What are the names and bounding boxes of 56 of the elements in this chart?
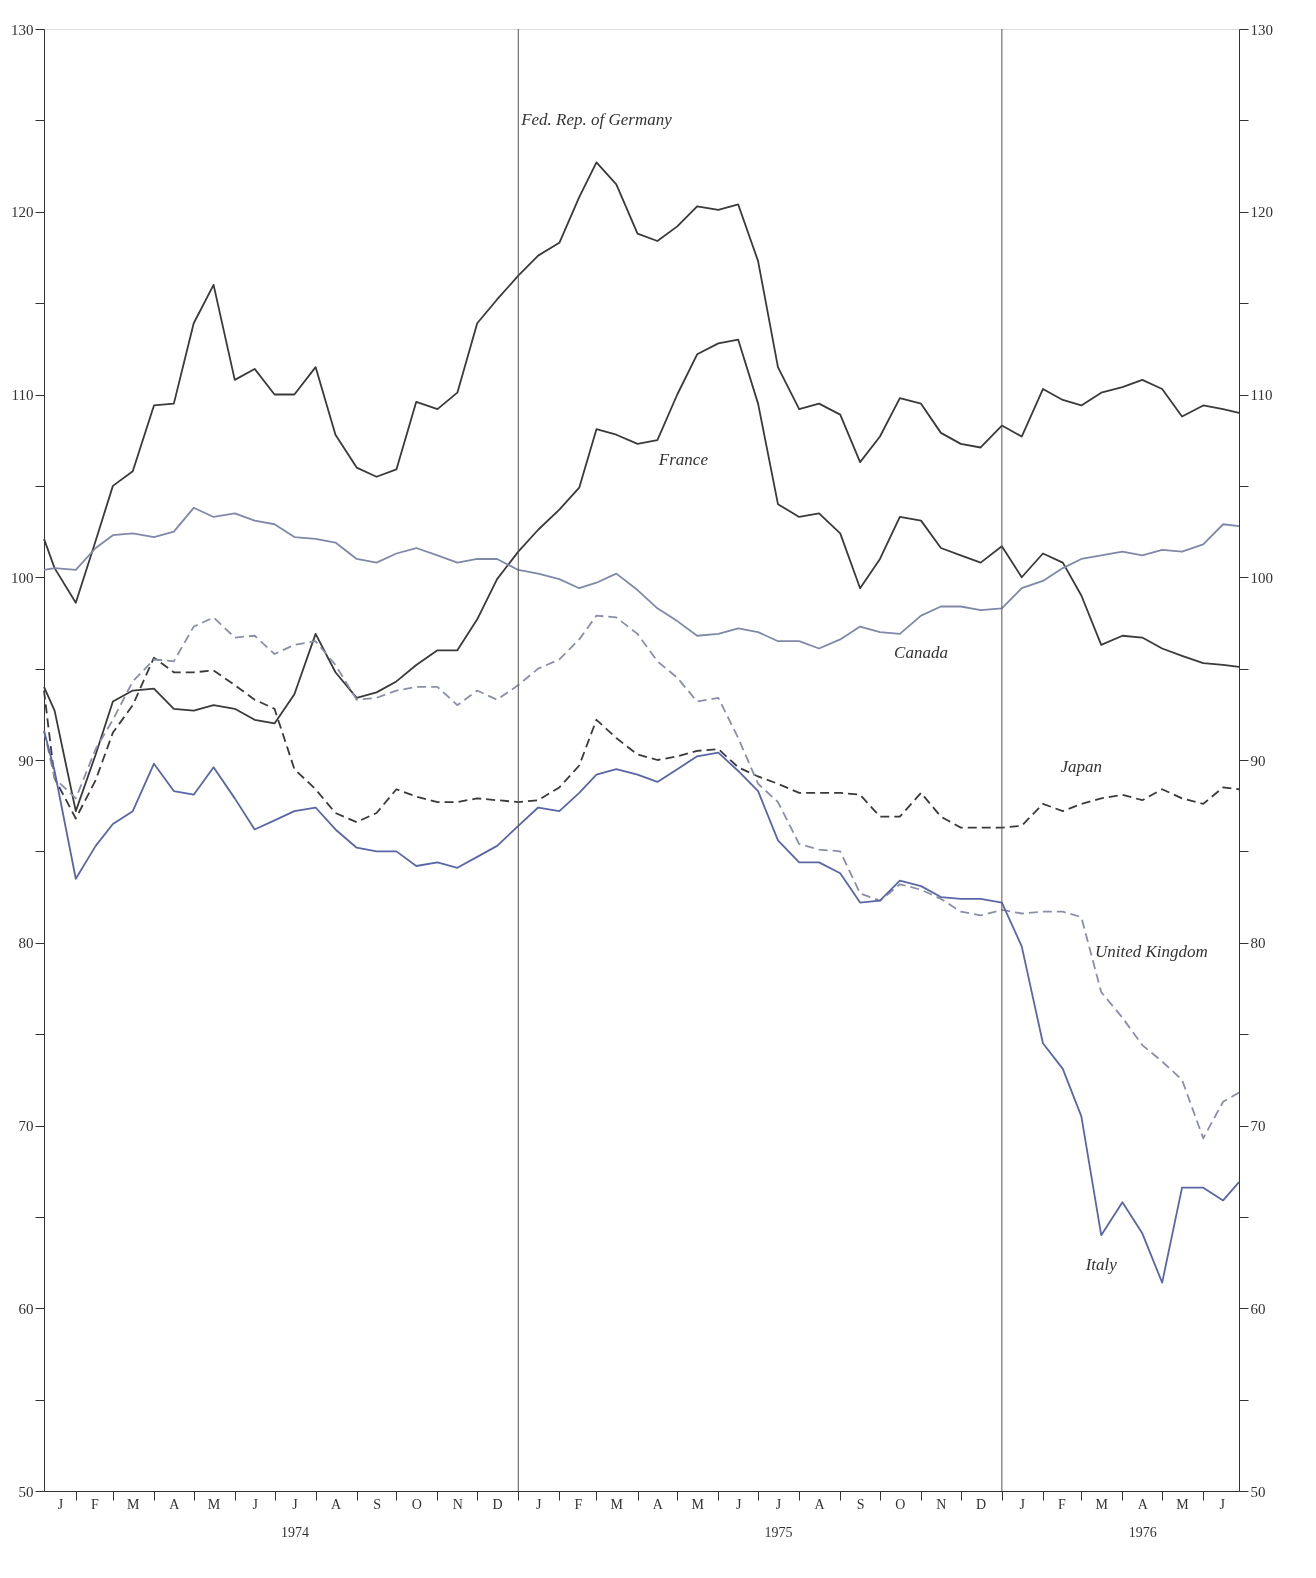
x-tick-label: M	[127, 1496, 141, 1512]
x-tick-label: A	[652, 1496, 664, 1512]
y-tick-label: 90	[18, 752, 34, 769]
annotation: Italy	[1084, 1255, 1118, 1275]
y2-tick-label: 120	[1250, 204, 1273, 221]
y-tick-label: 120	[11, 204, 34, 221]
line-series	[43, 729, 1240, 1284]
y2-tick-label: 60	[1250, 1300, 1266, 1317]
y2-tick-label: 130	[1250, 21, 1273, 38]
x-tick-label: M	[207, 1496, 221, 1512]
annotation: United Kingdom	[1094, 942, 1208, 962]
annotation: Fed. Rep. of Germany	[520, 110, 673, 130]
x-tick-label: O	[411, 1496, 422, 1512]
x-tick-label: S	[373, 1496, 381, 1512]
x-tick-label: M	[1095, 1496, 1109, 1512]
x-tick-label: A 1976	[1128, 1496, 1157, 1540]
annotation: Canada	[894, 642, 948, 662]
y2-tick-label: 50	[1250, 1483, 1266, 1500]
x-tick-label: A	[814, 1496, 826, 1512]
x-tick-label: S	[856, 1496, 865, 1512]
x-tick-label: F	[90, 1496, 99, 1512]
y-tick-label: 130	[11, 21, 34, 38]
annotation: Japan	[1060, 756, 1103, 776]
x-tick-label: J	[57, 1496, 64, 1512]
x-tick-label: F	[1058, 1496, 1067, 1512]
y-tick-label: 60	[18, 1300, 34, 1317]
x-tick-label: O	[895, 1496, 906, 1512]
x-tick-label: N	[452, 1496, 463, 1512]
line-series	[43, 614, 1240, 1140]
x-tick-label: M	[691, 1496, 705, 1512]
x-tick-label: J	[252, 1496, 259, 1512]
y2-tick-label: 100	[1250, 569, 1273, 586]
x-tick-label: M	[1176, 1496, 1190, 1512]
x-tick-label: N	[936, 1496, 947, 1512]
y2-tick-label: 80	[1250, 935, 1266, 952]
x-tick-label: J 1974	[280, 1496, 309, 1540]
y-tick-label: 50	[18, 1483, 34, 1500]
y-tick-label: 110	[11, 387, 34, 403]
x-tick-label: J	[535, 1496, 542, 1512]
x-tick-label: J	[1219, 1496, 1226, 1512]
x-tick-label: J	[1019, 1496, 1026, 1512]
x-tick-label: F	[574, 1496, 583, 1512]
x-tick-label: A	[169, 1496, 181, 1512]
y2-tick-label: 90	[1250, 752, 1266, 769]
annotation: France	[657, 450, 709, 470]
x-tick-label: J	[735, 1496, 742, 1512]
y2-tick-label: 70	[1250, 1118, 1266, 1134]
x-tick-label: D	[976, 1496, 987, 1512]
x-tick-label: M	[610, 1496, 624, 1512]
y2-tick-label: 110	[1250, 387, 1273, 403]
x-tick-label: D	[492, 1496, 503, 1512]
y-tick-label: 70	[18, 1118, 34, 1134]
x-tick-label: J 1975	[764, 1496, 793, 1540]
y-tick-label: 80	[18, 935, 34, 952]
y-tick-label: 100	[11, 569, 34, 586]
x-tick-label: A	[330, 1496, 342, 1512]
